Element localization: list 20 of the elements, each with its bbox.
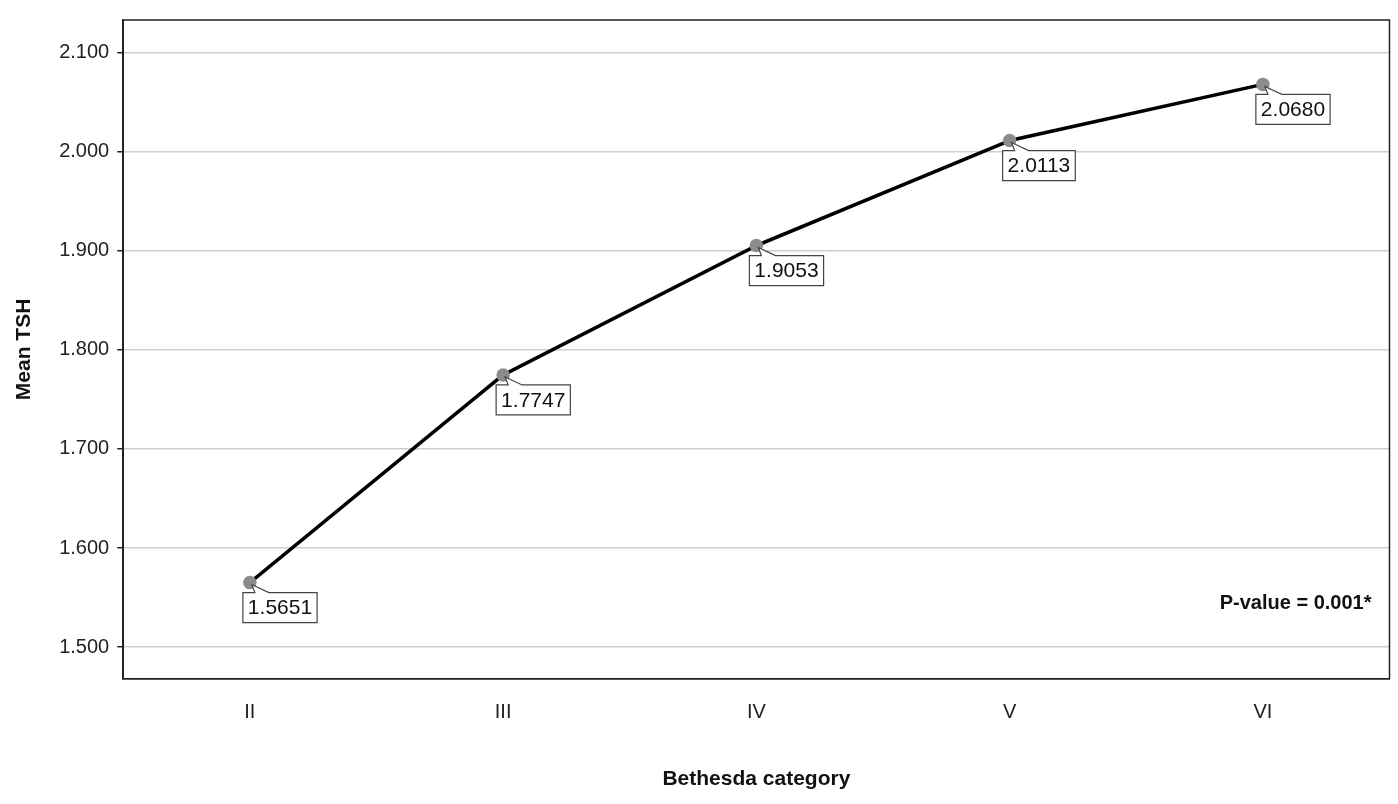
- x-tick-label: V: [1002, 700, 1017, 723]
- x-axis-title: Bethesda category: [662, 766, 851, 790]
- annotation: P-value = 0.001*: [1219, 591, 1372, 614]
- x-tick-label: III: [494, 700, 512, 723]
- x-tick-label: II: [244, 700, 256, 723]
- y-tick-label: 1.800: [59, 337, 110, 360]
- y-tick-label: 2.100: [59, 40, 110, 63]
- data-label: 2.0680: [1260, 97, 1326, 121]
- x-tick-label: VI: [1253, 700, 1273, 723]
- data-label: 2.0113: [1007, 153, 1071, 177]
- y-tick-label: 2.000: [59, 139, 110, 162]
- y-tick-label: 1.600: [59, 535, 110, 558]
- data-label: 1.9053: [754, 258, 819, 282]
- y-tick-label: 1.700: [59, 436, 110, 459]
- y-axis-title: Mean TSH: [11, 298, 35, 401]
- x-tick-label: IV: [746, 700, 767, 723]
- y-tick-label: 1.500: [59, 634, 110, 657]
- data-label: 1.7747: [501, 387, 566, 411]
- data-label: 1.5651: [247, 595, 313, 619]
- y-tick-label: 1.900: [59, 238, 110, 261]
